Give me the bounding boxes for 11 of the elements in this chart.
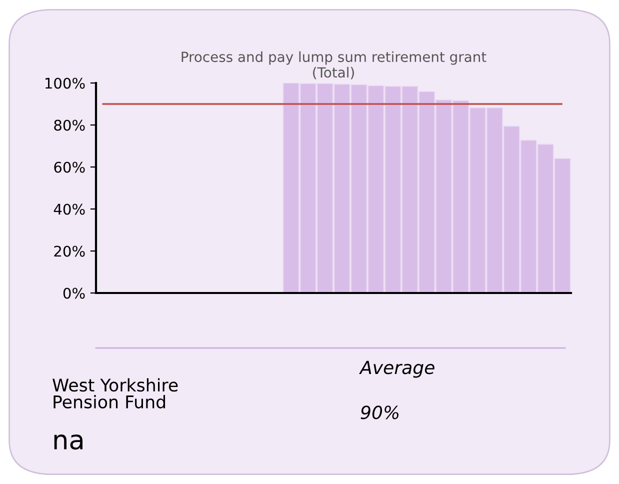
text: na: [54, 434, 82, 450]
y-tick-label: 60%: [54, 162, 85, 173]
chart-title: Process and pay lump sum retirement grant (Total): [182, 51, 486, 80]
y-tick-label: 80%: [54, 120, 85, 131]
y-tick-label: 40%: [54, 204, 85, 215]
y-tick-label: 0%: [63, 288, 85, 299]
text: 90%: [360, 406, 398, 420]
y-tick-label: 100%: [45, 78, 85, 89]
text: Average: [359, 360, 434, 378]
y-tick-label: 20%: [54, 246, 85, 257]
text: West Yorkshire Pension Fund: [52, 378, 178, 408]
